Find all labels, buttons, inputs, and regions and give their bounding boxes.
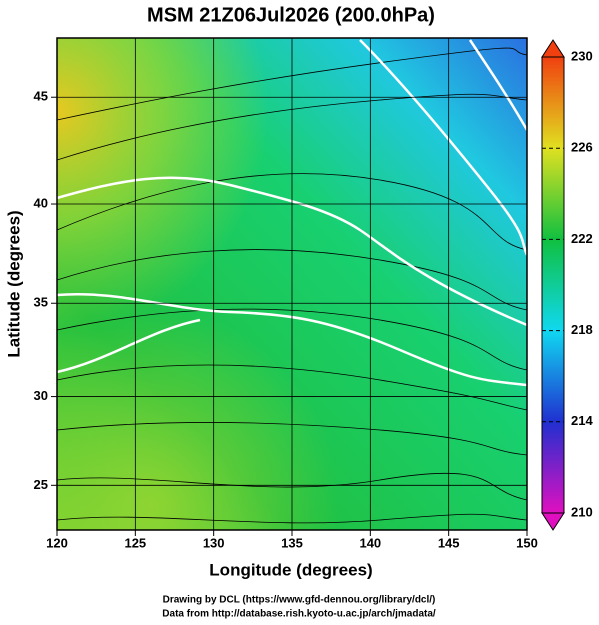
- x-tick-label: 145: [438, 535, 460, 550]
- colorbar-extend: [541, 512, 565, 531]
- contours: [57, 39, 527, 387]
- x-tick-label: 130: [203, 535, 225, 550]
- colorbar-tick-label: 230: [571, 48, 593, 63]
- colorbar-tick-label: 226: [571, 140, 593, 155]
- x-tick-label: 125: [124, 535, 146, 550]
- title: MSM 21Z06Jul2026 (200.0hPa): [147, 4, 435, 26]
- y-axis-label: Latitude (degrees): [4, 210, 23, 357]
- x-axis-label: Longitude (degrees): [209, 560, 372, 579]
- colorbar-tick-label: 222: [571, 231, 593, 246]
- plot-frame: [56, 37, 528, 531]
- y-tick-label: 40: [34, 195, 48, 210]
- x-tick-label: 140: [359, 535, 381, 550]
- y-tick-label: 45: [34, 89, 48, 104]
- x-tick-label: 120: [46, 535, 68, 550]
- y-tick-label: 25: [34, 477, 48, 492]
- colorbar-extend: [541, 39, 565, 58]
- x-tick-label: 150: [516, 535, 538, 550]
- credit: Drawing by DCL (https://www.gfd-dennou.o…: [163, 595, 436, 606]
- colorbar-tick-label: 218: [571, 322, 593, 337]
- credit: Data from http://database.rish.kyoto-u.a…: [162, 609, 436, 620]
- colorbar: [541, 56, 565, 514]
- x-tick-label: 135: [281, 535, 303, 550]
- y-tick-label: 30: [34, 388, 48, 403]
- y-tick-label: 35: [34, 295, 48, 310]
- colorbar-tick-label: 210: [571, 504, 593, 519]
- colorbar-tick-label: 214: [571, 413, 593, 428]
- streamlines: [57, 47, 527, 524]
